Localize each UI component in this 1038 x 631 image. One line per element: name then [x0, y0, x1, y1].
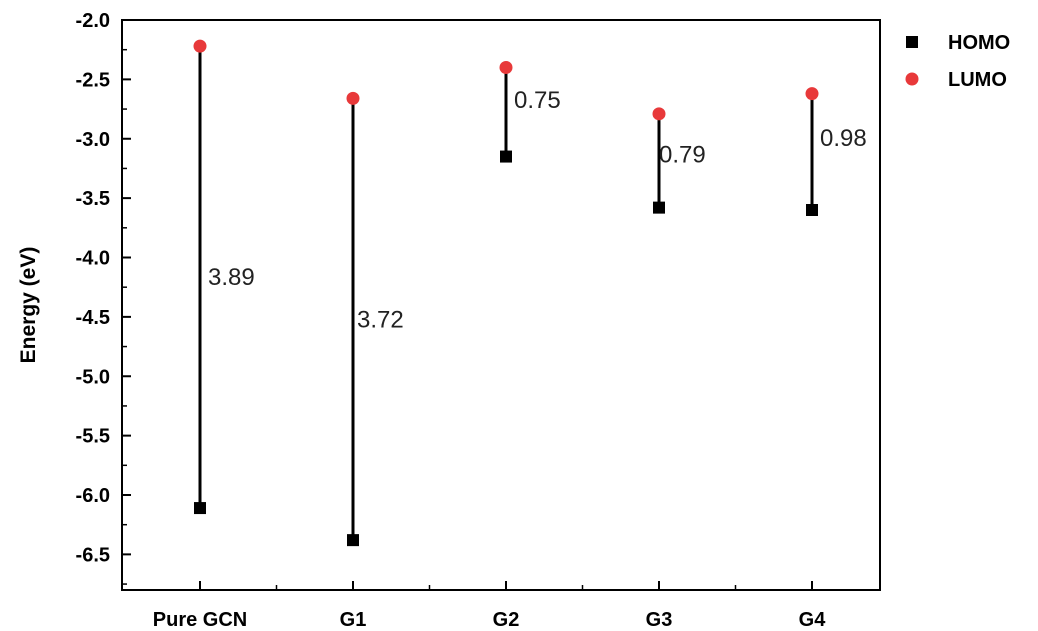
homo-point [194, 502, 206, 515]
y-tick-label: -4.0 [76, 248, 110, 270]
lumo-point [805, 87, 819, 101]
y-tick-label: -4.5 [76, 307, 110, 329]
lumo-point [193, 39, 207, 53]
x-tick-label: G4 [799, 609, 827, 631]
legend-lumo-marker [905, 72, 919, 86]
gap-value-label: 0.75 [514, 87, 561, 114]
y-tick-label: -3.0 [76, 129, 110, 151]
lumo-point [652, 107, 666, 121]
y-tick-label: -2.5 [76, 69, 110, 91]
y-tick-label: -2.0 [76, 10, 110, 32]
gap-value-label: 0.98 [820, 125, 867, 152]
legend-lumo-label: LUMO [948, 69, 1007, 91]
y-tick-label: -5.0 [76, 366, 110, 388]
y-axis-title: Energy (eV) [17, 247, 40, 364]
x-tick-label: G3 [646, 609, 673, 631]
plot-content: 3.89 3.72 0.75 0.79 0.98 [193, 39, 867, 547]
homo-point [653, 201, 665, 214]
homo-point [806, 204, 818, 216]
lumo-point [499, 61, 513, 74]
x-axis-ticks: Pure GCN G1 G2 G3 G4 [153, 581, 826, 631]
y-tick-label: -3.5 [76, 188, 110, 210]
gap-value-label: 3.89 [208, 264, 255, 291]
y-tick-label: -5.5 [76, 426, 110, 448]
x-tick-label: Pure GCN [153, 609, 247, 631]
homo-point [347, 534, 359, 547]
plot-frame [121, 19, 881, 591]
y-axis-ticks: -2.0 -2.5 -3.0 -3.5 -4.0 -4.5 -5.0 -5.5 -6.0 -6.5 [76, 10, 131, 585]
lumo-point [346, 91, 360, 105]
legend-homo-marker [906, 36, 918, 48]
gap-value-label: 0.79 [659, 142, 706, 169]
legend: HOMO LUMO [905, 32, 1010, 91]
y-tick-label: -6.0 [76, 485, 110, 507]
y-tick-label: -6.5 [76, 544, 110, 566]
x-tick-label: G1 [340, 609, 367, 631]
legend-homo-label: HOMO [948, 32, 1010, 54]
x-tick-label: G2 [493, 609, 520, 631]
gap-value-label: 3.72 [357, 306, 404, 333]
homo-point [500, 150, 512, 163]
